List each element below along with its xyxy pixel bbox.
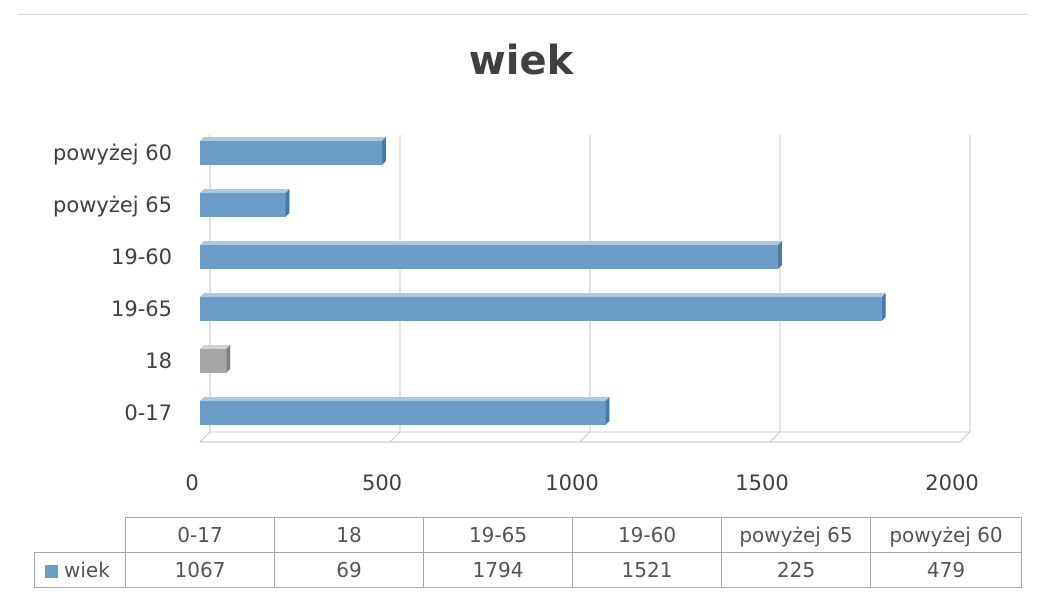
gridline-floor (579, 431, 591, 443)
category-label: powyżej 60 (53, 141, 172, 165)
data-table-header-cell: powyżej 65 (721, 517, 871, 553)
data-table-legend-cell: wiek (34, 552, 126, 588)
gridline-floor (199, 431, 211, 443)
data-table-value-cell: 1794 (423, 552, 573, 588)
data-table-header-row: 0-17 18 19-65 19-60 powyżej 65 powyżej 6… (35, 517, 1022, 553)
data-table-header-cell: 19-65 (423, 517, 573, 553)
data-table: 0-17 18 19-65 19-60 powyżej 65 powyżej 6… (34, 517, 1022, 588)
gridline-floor (959, 431, 971, 443)
bar-top-face (200, 345, 231, 349)
data-table-value-cell: 1067 (125, 552, 275, 588)
x-tick-label: 1000 (545, 471, 598, 495)
data-table-header-cell: 18 (274, 517, 424, 553)
chart-title: wiek (468, 38, 574, 84)
bar (200, 141, 383, 165)
bar-top-face (200, 189, 290, 193)
bar-side-face (777, 241, 782, 269)
bar-side-face (226, 345, 231, 373)
data-table-value-cell: 1521 (572, 552, 722, 588)
category-label: 19-60 (111, 245, 172, 269)
bar (200, 297, 882, 321)
bar-top-face (200, 137, 387, 141)
x-tick-label: 1500 (735, 471, 788, 495)
x-tick-label: 0 (185, 471, 198, 495)
data-table-header-cell: 0-17 (125, 517, 275, 553)
x-tick-label: 2000 (925, 471, 978, 495)
data-table-value-cell: 225 (721, 552, 871, 588)
data-table-value-row: wiek 1067 69 1794 1521 225 479 (34, 552, 1022, 588)
data-table-corner (35, 518, 126, 553)
chart-frame (18, 14, 1028, 605)
category-label: 18 (145, 349, 172, 373)
bar (200, 193, 286, 217)
legend-swatch-icon (45, 565, 58, 578)
legend-series-label: wiek (64, 558, 110, 582)
bar-top-face (200, 397, 610, 401)
bar (200, 401, 606, 425)
bar-side-face (382, 137, 387, 165)
bar-top-face (200, 241, 782, 245)
gridline-floor (389, 431, 401, 443)
bar-side-face (881, 293, 886, 321)
bar-top-face (200, 293, 886, 297)
axis-back-wall-line (199, 135, 211, 443)
data-table-value-cell: 479 (870, 552, 1022, 588)
bar-side-face (285, 189, 290, 217)
x-tick-label: 500 (362, 471, 402, 495)
category-label: powyżej 65 (53, 193, 172, 217)
data-table-header-cell: 19-60 (572, 517, 722, 553)
bar (200, 245, 778, 269)
gridline-floor (769, 431, 781, 443)
category-label: 0-17 (124, 401, 172, 425)
bar (200, 349, 227, 373)
bar-side-face (605, 397, 610, 425)
category-label: 19-65 (111, 297, 172, 321)
data-table-value-cell: 69 (274, 552, 424, 588)
data-table-header-cell: powyżej 60 (870, 517, 1022, 553)
